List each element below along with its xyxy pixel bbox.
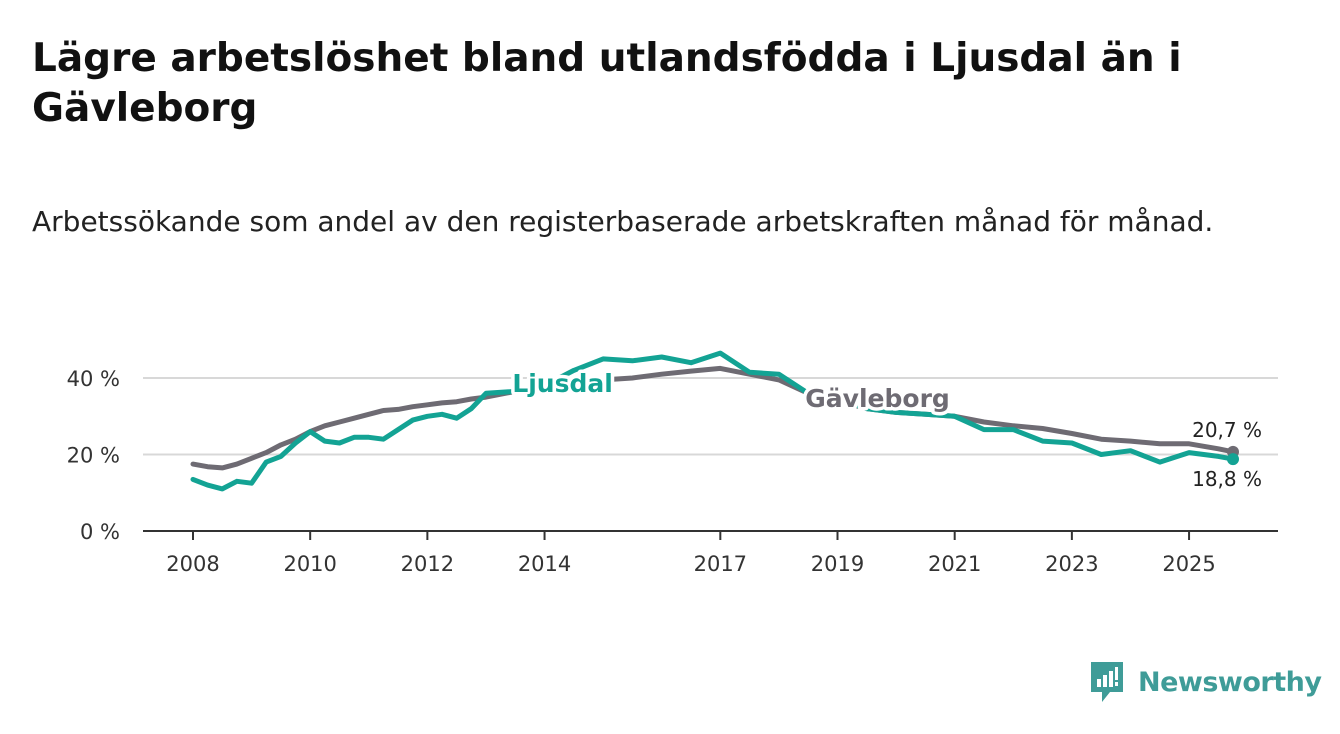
- x-tick-label: 2021: [928, 552, 981, 576]
- x-tick-label: 2010: [283, 552, 336, 576]
- series-line-gavleborg: [190, 365, 1236, 471]
- end-point-ljusdal: [1227, 453, 1239, 466]
- x-tick-label: 2025: [1162, 552, 1215, 576]
- x-tick-label: 2019: [811, 552, 864, 576]
- end-label-ljusdal: 18,8 %: [1192, 467, 1262, 491]
- series-line-ljusdal: [190, 350, 1236, 492]
- x-tick-label: 2017: [694, 552, 747, 576]
- y-tick-label: 40 %: [67, 367, 120, 391]
- chart-subtitle: Arbetssökande som andel av den registerb…: [32, 205, 1214, 238]
- x-tick-label: 2014: [518, 552, 571, 576]
- newsworthy-logo: Newsworthy: [1088, 660, 1322, 704]
- y-tick-label: 0 %: [80, 520, 120, 544]
- x-tick-label: 2008: [166, 552, 219, 576]
- y-tick-label: 20 %: [67, 444, 120, 468]
- series-label-ljusdal: Ljusdal: [512, 369, 613, 398]
- series-label-gavleborg: Gävleborg: [805, 384, 950, 413]
- chart-title: Lägre arbetslöshet bland utlandsfödda i …: [32, 36, 1182, 131]
- x-tick-label: 2012: [401, 552, 454, 576]
- x-tick-label: 2023: [1045, 552, 1098, 576]
- newsworthy-logo-text: Newsworthy: [1138, 666, 1322, 698]
- newsworthy-logo-icon: [1091, 662, 1123, 702]
- end-label-gavleborg: 20,7 %: [1192, 418, 1262, 442]
